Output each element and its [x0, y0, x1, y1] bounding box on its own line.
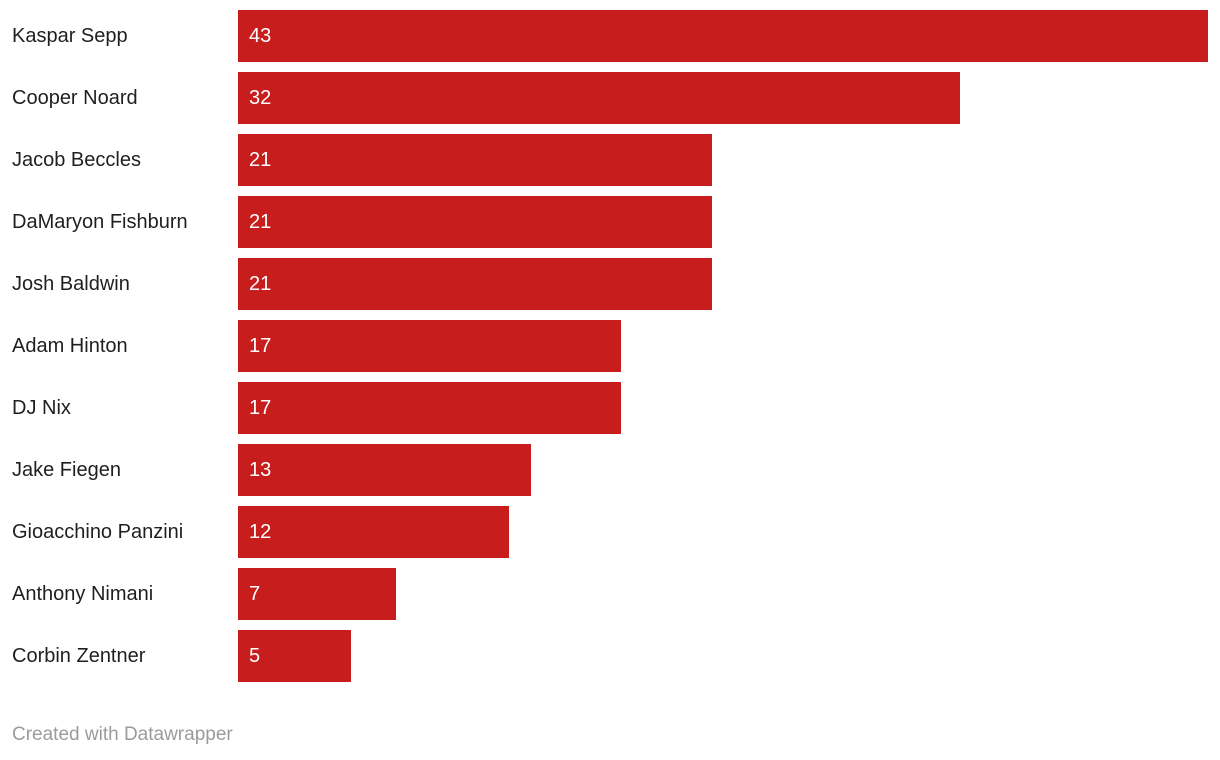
category-label: DJ Nix [12, 396, 71, 419]
bar-area: 17 [238, 320, 1208, 372]
table-row: Corbin Zentner 5 [0, 630, 1208, 682]
bar: 7 [238, 568, 396, 620]
category-label: Jacob Beccles [12, 148, 141, 171]
bar-area: 21 [238, 258, 1208, 310]
table-row: Kaspar Sepp 43 [0, 10, 1208, 62]
value-label: 5 [249, 644, 261, 667]
bar-area: 13 [238, 444, 1208, 496]
bar: 17 [238, 320, 622, 372]
table-row: Jake Fiegen 13 [0, 444, 1208, 496]
table-row: Anthony Nimani 7 [0, 568, 1208, 620]
category-label: Corbin Zentner [12, 644, 146, 667]
bar-area: 21 [238, 134, 1208, 186]
value-label: 32 [249, 86, 272, 109]
value-label: 12 [249, 520, 272, 543]
bar: 5 [238, 630, 351, 682]
bar-area: 7 [238, 568, 1208, 620]
table-row: Gioacchino Panzini 12 [0, 506, 1208, 558]
bar-area: 32 [238, 72, 1208, 124]
table-row: Adam Hinton 17 [0, 320, 1208, 372]
category-label: Adam Hinton [12, 334, 128, 357]
category-label: Gioacchino Panzini [12, 520, 184, 543]
bar: 13 [238, 444, 532, 496]
value-label: 7 [249, 582, 261, 605]
bar-area: 43 [238, 10, 1208, 62]
bar-area: 17 [238, 382, 1208, 434]
bar-area: 5 [238, 630, 1208, 682]
category-label: Josh Baldwin [12, 272, 130, 295]
bar-chart-rows: Kaspar Sepp 43 Cooper Noard 32 Jacob Beccles… [0, 10, 1208, 682]
table-row: Cooper Noard 32 [0, 72, 1208, 124]
value-label: 17 [249, 396, 272, 419]
category-label: DaMaryon Fishburn [12, 210, 188, 233]
table-row: Josh Baldwin 21 [0, 258, 1208, 310]
attribution-text: Created with Datawrapper [12, 724, 233, 745]
category-label: Anthony Nimani [12, 582, 154, 605]
category-label: Kaspar Sepp [12, 24, 128, 47]
bar: 32 [238, 72, 960, 124]
table-row: DJ Nix 17 [0, 382, 1208, 434]
bar: 43 [238, 10, 1208, 62]
table-row: Jacob Beccles 21 [0, 134, 1208, 186]
category-label: Jake Fiegen [12, 458, 121, 481]
value-label: 17 [249, 334, 272, 357]
bar: 21 [238, 134, 712, 186]
value-label: 43 [249, 24, 272, 47]
bar-area: 12 [238, 506, 1208, 558]
bar: 21 [238, 196, 712, 248]
category-label: Cooper Noard [12, 86, 138, 109]
bar-area: 21 [238, 196, 1208, 248]
bar: 17 [238, 382, 622, 434]
table-row: DaMaryon Fishburn 21 [0, 196, 1208, 248]
value-label: 13 [249, 458, 272, 481]
bar: 21 [238, 258, 712, 310]
bar: 12 [238, 506, 509, 558]
value-label: 21 [249, 210, 272, 233]
value-label: 21 [249, 272, 272, 295]
value-label: 21 [249, 148, 272, 171]
